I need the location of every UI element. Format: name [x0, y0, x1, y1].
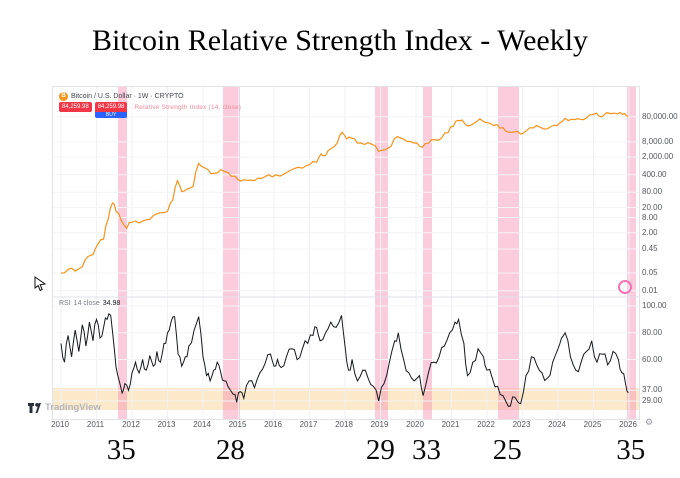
highlight-band[interactable]	[423, 87, 432, 419]
x-axis-year-label: 2013	[157, 420, 176, 429]
highlight-band[interactable]	[117, 87, 127, 419]
price-axis-label: 8.00	[642, 212, 658, 222]
price-axis-label: 2.00	[642, 227, 658, 237]
buy-label: BUY	[94, 112, 128, 118]
tradingview-logo-icon	[28, 402, 41, 413]
sell-price-badge[interactable]: 84,259.98	[59, 102, 92, 112]
indicator-legend[interactable]: Relative Strength Index (14, close)	[134, 104, 242, 111]
price-axis-label: 400.00	[642, 169, 667, 179]
x-axis-year-label: 2021	[441, 420, 460, 429]
rsi-low-label: 33	[412, 434, 441, 466]
rsi-value: 34.98	[102, 300, 121, 307]
bitcoin-icon: B	[59, 92, 68, 101]
rsi-low-label: 25	[492, 434, 522, 466]
x-axis-year-label: 2015	[228, 420, 247, 429]
x-axis-year-label: 2018	[335, 420, 353, 429]
x-axis-year-label: 2010	[51, 420, 69, 429]
price-axis-label: 8,000.00	[642, 136, 674, 146]
highlight-band[interactable]	[497, 87, 519, 419]
price-axis-label: 80,000.00	[642, 111, 678, 121]
price-axis-label: 20.00	[642, 202, 663, 212]
axis-settings-icon[interactable]: ⚙	[645, 417, 654, 427]
rsi-axis-label: 60.00	[642, 354, 663, 364]
rsi-axis-label: 100.00	[642, 301, 667, 310]
symbol-legend[interactable]: B Bitcoin / U.S. Dollar · 1W · CRYPTO	[59, 92, 184, 101]
price-axis-label: 0.05	[642, 268, 658, 277]
tradingview-text: TradingView	[45, 402, 101, 413]
drawing-circle-icon[interactable]	[618, 280, 632, 294]
rsi-axis-label: 37.00	[642, 385, 663, 395]
cursor-icon	[34, 276, 47, 292]
rsi-low-label: 35	[106, 434, 136, 466]
x-axis-year-label: 2022	[477, 420, 495, 429]
price-axis-label: 0.45	[642, 244, 658, 253]
oversold-zone[interactable]	[53, 387, 639, 411]
rsi-low-label: 35	[616, 434, 646, 466]
rsi-low-label: 28	[215, 434, 245, 466]
chart-canvas[interactable]	[53, 87, 639, 419]
tradingview-logo[interactable]: TradingView	[28, 402, 101, 413]
x-axis-year-label: 2014	[193, 420, 211, 429]
x-axis-year-label: 2016	[264, 420, 282, 429]
price-axis-label: 0.01	[642, 285, 658, 295]
page-title: Bitcoin Relative Strength Index - Weekly	[91, 24, 589, 57]
rsi-legend[interactable]: RSI 14 close 34.98	[59, 300, 120, 307]
price-axis-label: 80.00	[642, 187, 663, 197]
x-axis-year-label: 2012	[122, 420, 140, 429]
x-axis-year-label: 2017	[299, 420, 318, 429]
x-axis-year-label: 2023	[512, 420, 531, 429]
rsi-axis-label: 29.00	[642, 396, 663, 405]
x-axis-year-label: 2025	[583, 420, 602, 429]
buy-price-badge[interactable]: 84,259.98 BUY	[94, 102, 128, 118]
rsi-axis-label: 80.00	[642, 327, 663, 337]
x-axis-year-label: 2011	[86, 420, 105, 429]
rsi-params: 14 close	[73, 300, 100, 307]
buy-price-value: 84,259.98	[94, 102, 128, 112]
highlight-band[interactable]	[375, 87, 388, 419]
symbol-text: Bitcoin / U.S. Dollar · 1W · CRYPTO	[71, 93, 184, 100]
rsi-low-label: 29	[365, 434, 395, 466]
x-axis-year-label: 2019	[370, 420, 389, 429]
price-badges: 84,259.98 84,259.98 BUY Relative Strengt…	[59, 102, 241, 118]
highlight-band[interactable]	[222, 87, 241, 419]
highlight-band[interactable]	[627, 87, 637, 419]
x-axis-year-label: 2024	[548, 420, 566, 429]
rsi-name: RSI	[59, 300, 71, 307]
x-axis-year-label: 2020	[406, 420, 424, 429]
price-axis-label: 2,000.00	[642, 152, 674, 162]
price-rsi-plot[interactable]: B Bitcoin / U.S. Dollar · 1W · CRYPTO 84…	[52, 86, 640, 420]
x-axis-year-label: 2026	[619, 420, 637, 429]
